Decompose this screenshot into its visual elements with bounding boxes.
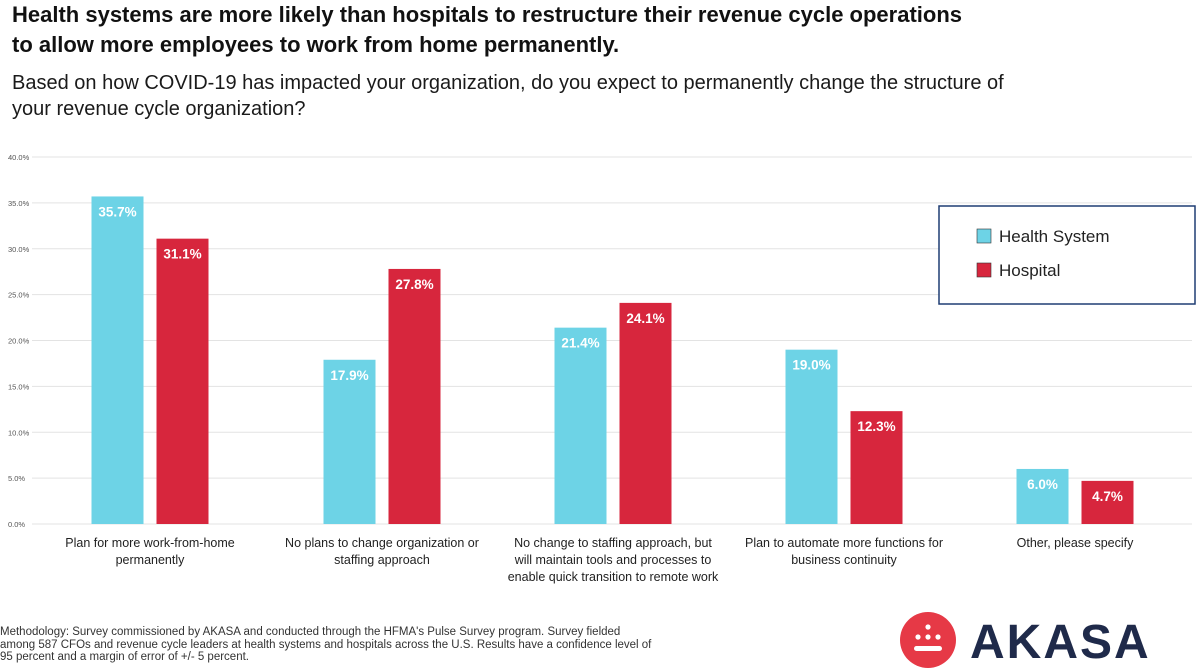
data-label: 4.7%	[1092, 489, 1123, 504]
x-category-label: No change to staffing approach, but	[514, 536, 712, 550]
bar	[850, 411, 903, 524]
methodology-note: Methodology: Survey commissioned by AKAS…	[0, 626, 760, 664]
x-category-label: permanently	[116, 553, 186, 567]
data-label: 27.8%	[395, 277, 433, 292]
y-tick-label: 25.0%	[8, 291, 30, 300]
bar	[785, 349, 838, 524]
x-category-label: staffing approach	[334, 553, 430, 567]
methodology-line-1: Methodology: Survey commissioned by AKAS…	[0, 626, 621, 638]
bar	[1016, 468, 1069, 524]
y-tick-label: 30.0%	[8, 245, 30, 254]
data-label: 35.7%	[98, 204, 136, 219]
bar	[1081, 480, 1134, 524]
x-category-label: No plans to change organization or	[285, 536, 479, 550]
x-category-label: Plan to automate more functions for	[745, 536, 943, 550]
legend-swatch	[976, 228, 992, 244]
x-category-label: will maintain tools and processes to	[514, 553, 712, 567]
subtitle-line-1: Based on how COVID-19 has impacted your …	[12, 72, 1004, 94]
bar	[323, 359, 376, 524]
data-label: 6.0%	[1027, 477, 1058, 492]
x-category-label: Plan for more work-from-home	[65, 536, 235, 550]
bar-chart: 0.0% 5.0% 10.0% 15.0% 20.0% 25.0% 30.0% 35.0% 40…	[8, 153, 1196, 584]
legend-label: Hospital	[999, 261, 1060, 280]
y-tick-label: 20.0%	[8, 337, 30, 346]
y-tick-label: 10.0%	[8, 428, 30, 437]
bar	[619, 302, 672, 524]
bar	[156, 238, 209, 524]
y-tick-label: 5.0%	[8, 474, 25, 483]
methodology-line-3: 95 percent and a margin of error of +/- …	[0, 651, 249, 663]
data-label: 21.4%	[561, 336, 599, 351]
akasa-logo: AKASA	[900, 612, 1151, 668]
data-label: 19.0%	[792, 358, 830, 373]
y-tick-label: 15.0%	[8, 382, 30, 391]
y-tick-label: 0.0%	[8, 520, 25, 529]
logo-dots-icon	[914, 624, 942, 651]
bar	[91, 196, 144, 524]
headline-line-1: Health systems are more likely than hosp…	[12, 2, 963, 27]
logo-circle-icon	[900, 612, 956, 668]
data-label: 31.1%	[163, 247, 201, 262]
headline-line-2: to allow more employees to work from hom…	[12, 32, 620, 57]
chart-subtitle: Based on how COVID-19 has impacted your …	[12, 70, 1192, 122]
data-label: 24.1%	[626, 311, 664, 326]
bar	[388, 268, 441, 524]
legend-swatch	[976, 262, 992, 278]
y-tick-label: 35.0%	[8, 199, 30, 208]
x-category-label: enable quick transition to remote work	[508, 570, 719, 584]
y-tick-label: 40.0%	[8, 153, 30, 162]
legend-label: Health System	[999, 227, 1110, 246]
chart-headline: Health systems are more likely than hosp…	[12, 0, 1192, 60]
legend-box	[938, 205, 1196, 305]
data-label: 12.3%	[857, 419, 895, 434]
bar	[554, 327, 607, 524]
logo-wordmark: AKASA	[970, 616, 1151, 668]
x-category-label: Other, please specify	[1017, 536, 1134, 550]
data-label: 17.9%	[330, 368, 368, 383]
x-category-label: business continuity	[791, 553, 897, 567]
methodology-line-2: among 587 CFOs and revenue cycle leaders…	[0, 638, 652, 651]
subtitle-line-2: your revenue cycle organization?	[12, 98, 306, 120]
